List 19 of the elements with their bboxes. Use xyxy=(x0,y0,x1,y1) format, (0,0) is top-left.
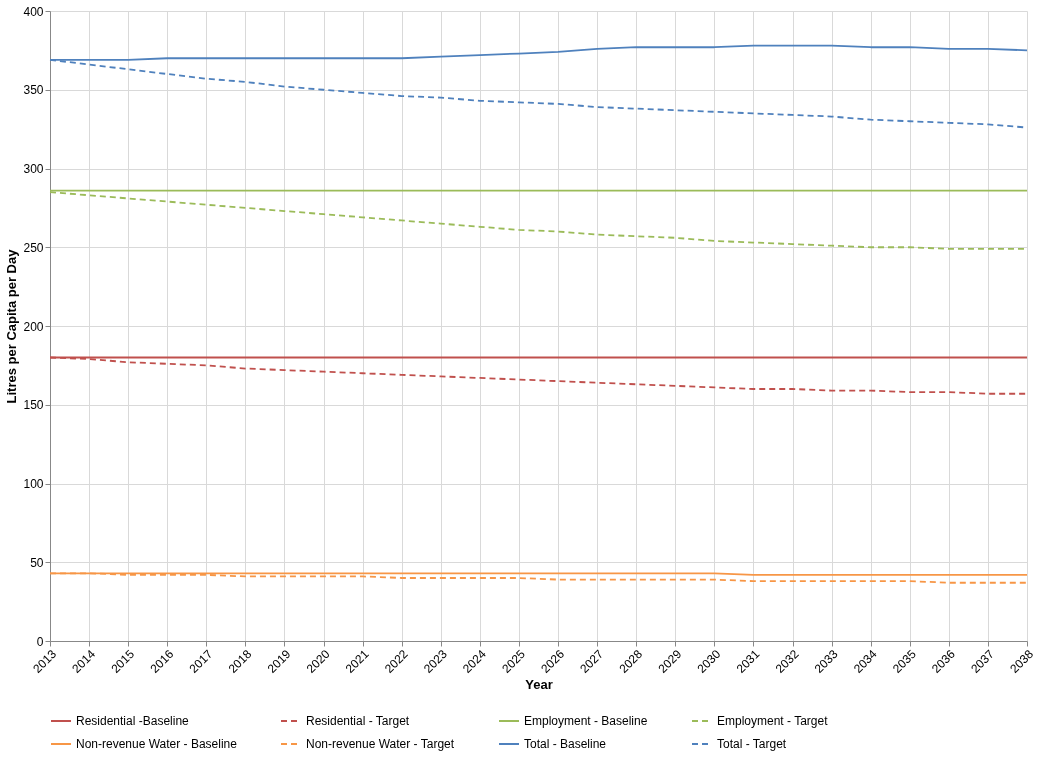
legend-label: Employment - Baseline xyxy=(524,714,648,728)
legend-label: Residential -Baseline xyxy=(76,714,190,728)
y-tick-label: 300 xyxy=(23,162,44,176)
y-tick-label: 50 xyxy=(30,555,44,570)
y-tick-label: 150 xyxy=(23,398,44,413)
y-tick-label: 400 xyxy=(23,4,44,19)
legend-label: Total - Baseline xyxy=(524,737,607,751)
y-tick-label: 0 xyxy=(36,634,44,649)
legend-label: Non-revenue Water - Baseline xyxy=(76,737,238,751)
legend-label: Non-revenue Water - Target xyxy=(306,737,455,751)
legend-label: Total - Target xyxy=(717,737,787,751)
y-axis-title: Litres per Capita per Day xyxy=(4,248,20,404)
y-tick-label: 200 xyxy=(23,319,44,334)
x-axis-title: Year xyxy=(525,677,553,693)
legend-label: Residential - Target xyxy=(306,714,410,728)
legend-label: Employment - Target xyxy=(717,714,829,728)
y-tick-label: 350 xyxy=(23,83,44,98)
y-tick-label: 100 xyxy=(23,477,44,491)
y-tick-label: 250 xyxy=(23,240,44,255)
